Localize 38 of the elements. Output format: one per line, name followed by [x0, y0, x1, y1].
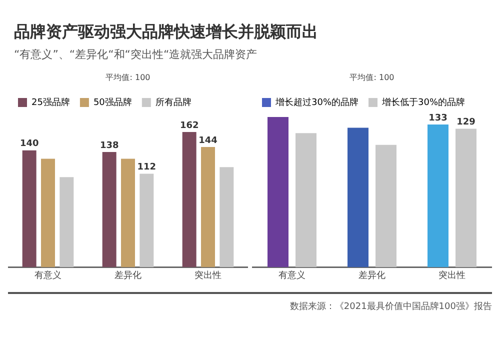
data-label: 133 — [428, 113, 448, 124]
bar — [60, 177, 74, 268]
x-tick-label: 差异化 — [358, 270, 386, 281]
bar — [102, 152, 116, 268]
bar — [121, 158, 135, 268]
x-tick-label: 有意义 — [34, 270, 62, 281]
chart-subtitle: “有意义”、“差异化“和“突出性“造就强大品牌资产 — [14, 47, 258, 62]
bar — [376, 144, 396, 268]
legend-label: 所有品牌 — [155, 96, 192, 108]
legend-label: 增长超过30%的品牌 — [274, 96, 359, 108]
x-tick-label: 差异化 — [114, 270, 142, 281]
bar — [140, 174, 154, 268]
x-tick-label: 突出性 — [194, 270, 222, 281]
source-note: 数据来源：《2021最具价值中国品牌100强》报告 — [288, 300, 492, 313]
data-label: 138 — [100, 140, 119, 151]
bar — [428, 124, 448, 268]
text: 平均值: 100 — [104, 72, 152, 84]
legend-label: 增长低于30%的品牌 — [381, 96, 466, 108]
data-label: 129 — [456, 118, 476, 128]
x-tick-label: 突出性 — [438, 270, 466, 281]
x-tick-label: 有意义 — [278, 270, 306, 281]
bar — [41, 158, 55, 268]
bar — [268, 117, 288, 268]
bar — [182, 132, 196, 268]
bar — [296, 133, 316, 268]
bar — [348, 128, 368, 268]
bar — [456, 128, 476, 268]
chart-title: 品牌资产驱动强大品牌快速增长并脱颖而出 — [14, 22, 319, 43]
text: 平均值: 100 — [348, 72, 396, 84]
data-label: 162 — [180, 120, 199, 131]
bar — [22, 150, 36, 268]
legend-label: 50强品牌 — [93, 96, 132, 108]
bar — [220, 167, 234, 268]
data-label: 140 — [20, 139, 39, 150]
data-label: 112 — [137, 162, 156, 173]
legend-label: 25强品牌 — [32, 96, 70, 108]
data-label: 144 — [198, 136, 218, 146]
bar — [201, 147, 215, 268]
